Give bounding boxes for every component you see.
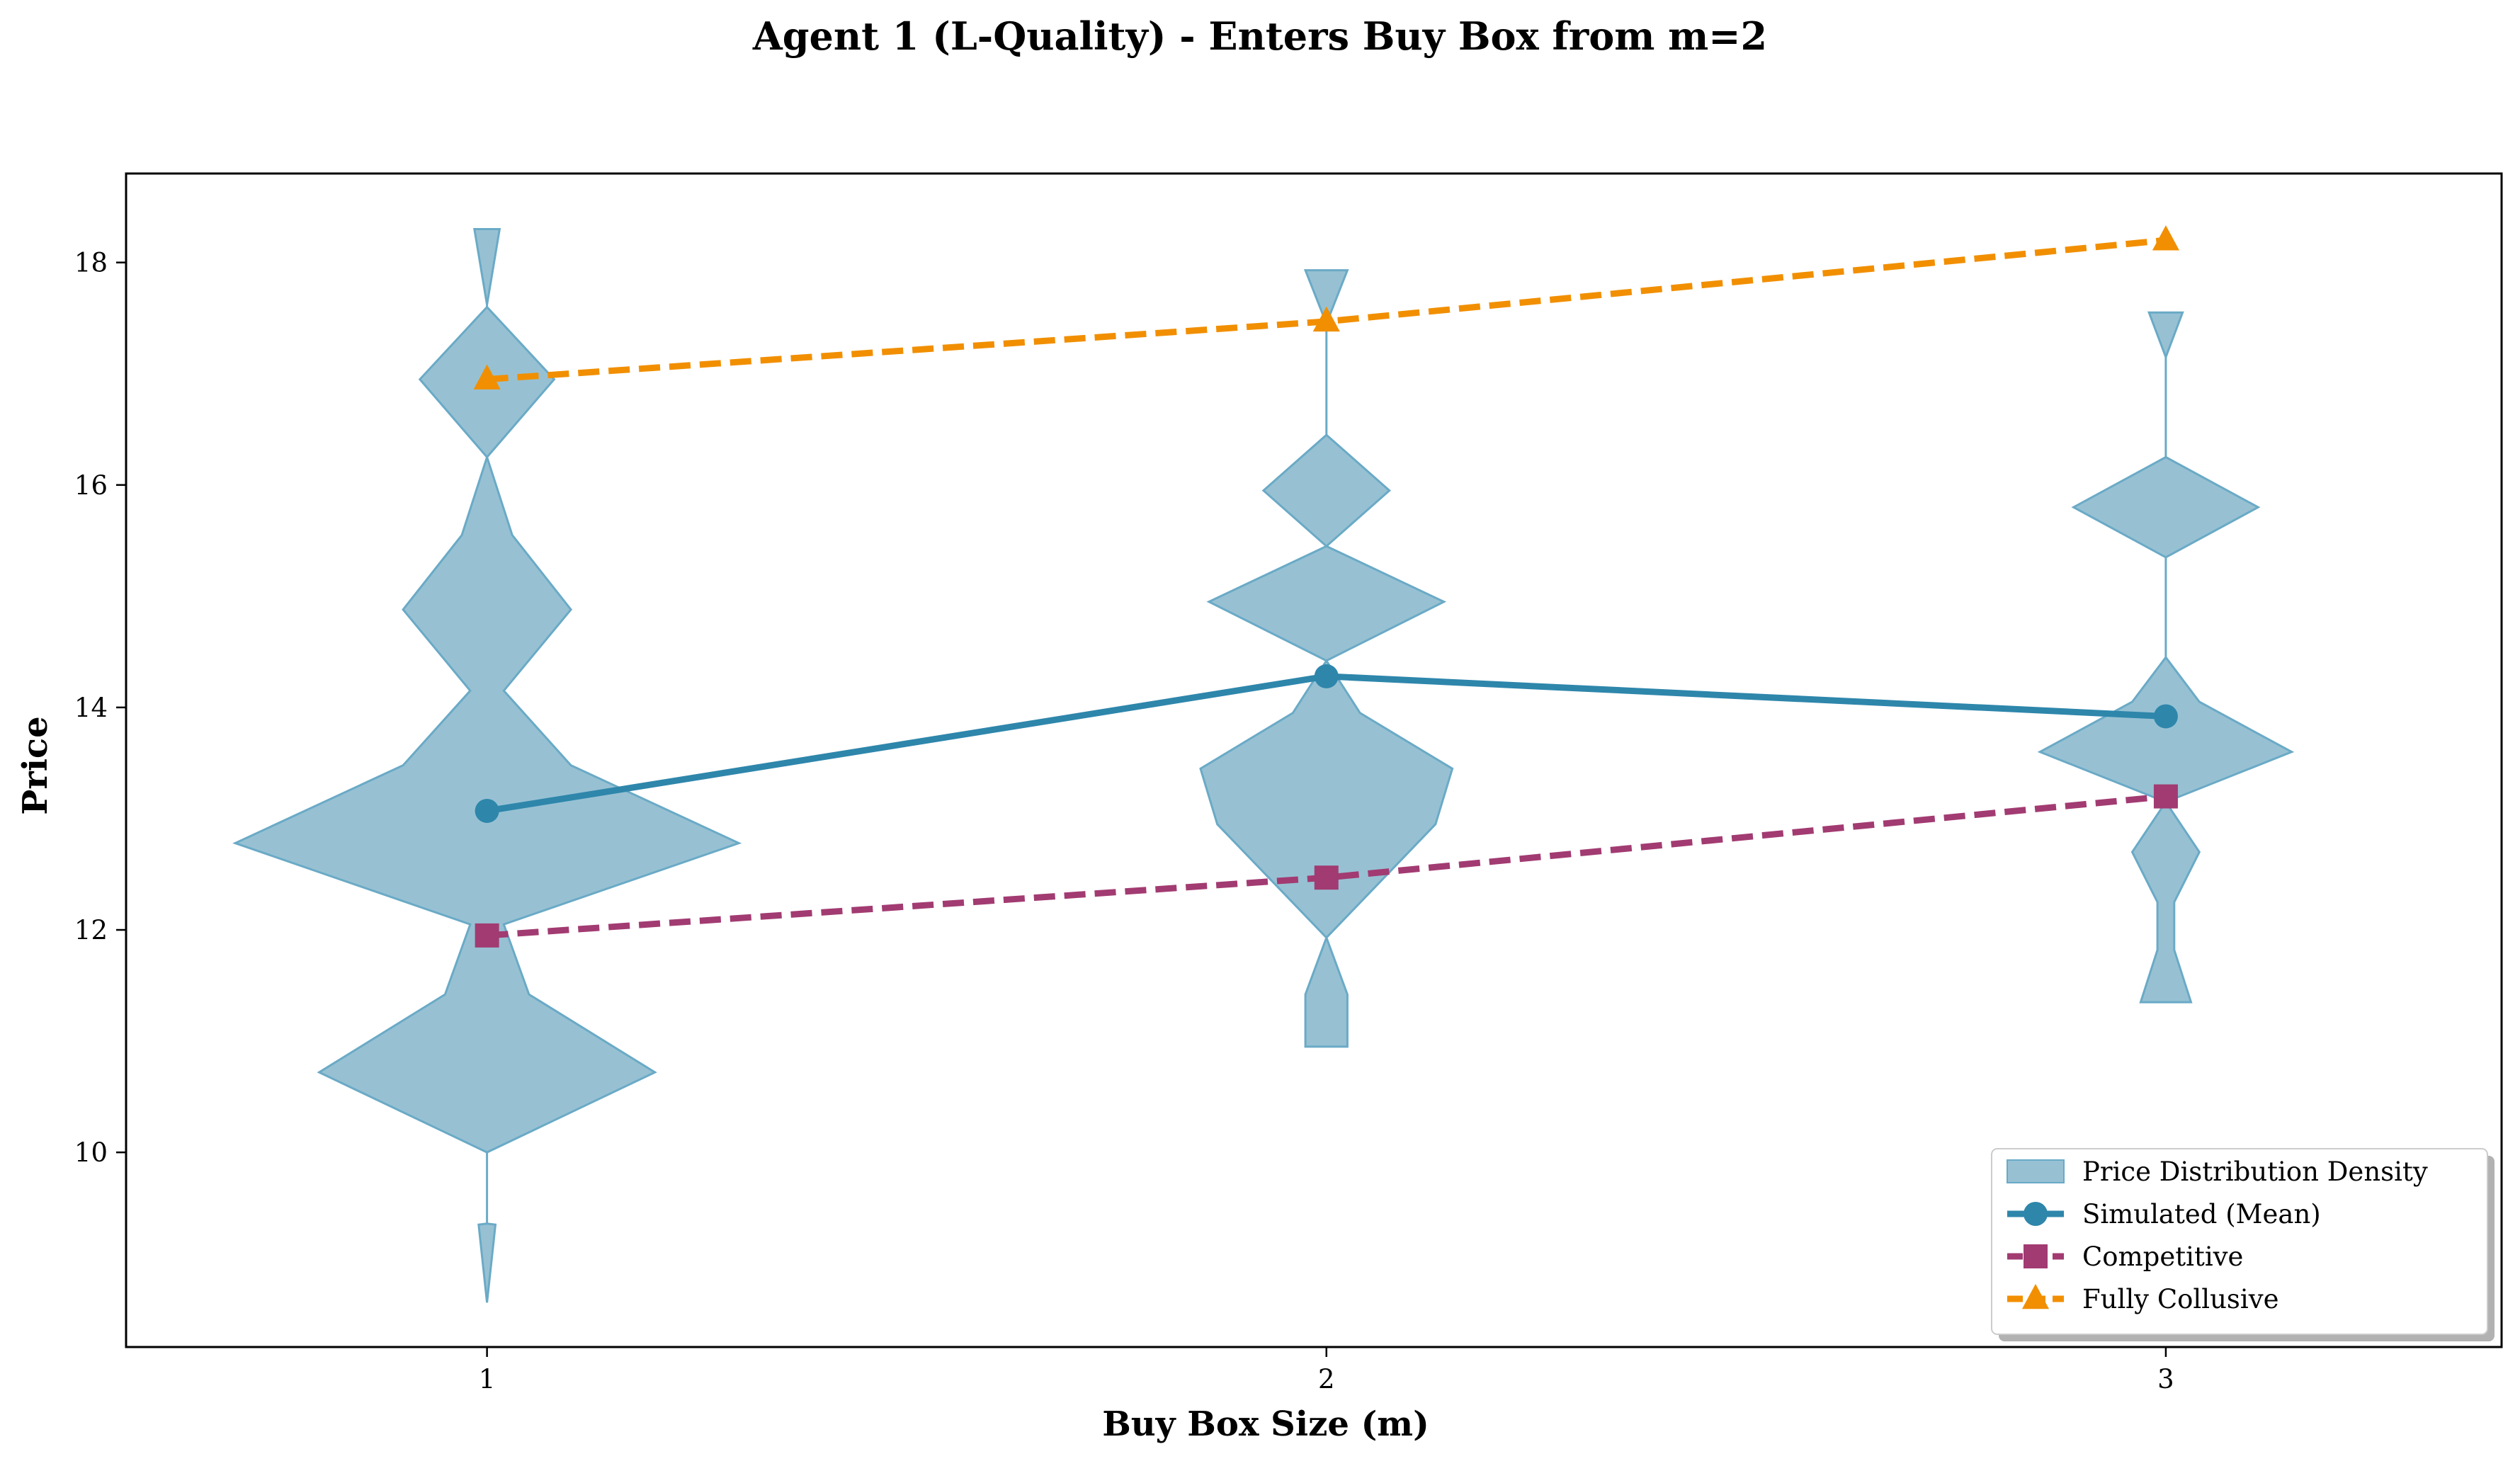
violin-m3 (2037, 311, 2295, 1004)
legend-marker (2024, 1202, 2048, 1226)
legend-label: Simulated (Mean) (2082, 1199, 2321, 1229)
legend-label: Fully Collusive (2082, 1284, 2279, 1314)
legend-box (1991, 1148, 2488, 1335)
series-point-competitive-1 (475, 923, 499, 948)
series-point-fully-collusive-1 (473, 364, 501, 390)
x-tick-label: 1 (479, 1364, 496, 1394)
legend-label: Price Distribution Density (2082, 1157, 2428, 1187)
series-point-simulated-mean-1 (475, 798, 499, 823)
legend-label: Competitive (2082, 1241, 2243, 1272)
y-tick-label: 10 (74, 1137, 108, 1168)
y-axis-label: Price (16, 716, 55, 814)
legend-marker (2021, 1283, 2050, 1309)
y-tick-label: 16 (74, 470, 108, 501)
series-fully-collusive (473, 225, 2179, 390)
series-point-fully-collusive-2 (1312, 306, 1340, 332)
series-point-simulated-mean-2 (1314, 664, 1339, 688)
series-competitive (475, 784, 2178, 948)
x-axis-label: Buy Box Size (m) (1102, 1404, 1429, 1444)
violin-m1 (232, 228, 742, 1303)
violin-m2 (1199, 269, 1454, 1048)
violins-layer (232, 228, 2295, 1303)
series-point-simulated-mean-3 (2153, 704, 2178, 729)
y-tick-label: 12 (74, 915, 108, 945)
chart-title: Agent 1 (L-Quality) - Enters Buy Box fro… (752, 13, 1767, 59)
legend: Price Distribution Density Simulated (Mea… (1991, 1148, 2495, 1341)
series-simulated-mean (475, 664, 2178, 823)
y-tick-label: 14 (74, 693, 108, 723)
series-point-fully-collusive-3 (2152, 225, 2179, 251)
y-tick-label: 18 (74, 248, 108, 278)
x-tick-label: 2 (1318, 1364, 1335, 1394)
series-point-competitive-2 (1314, 865, 1339, 890)
series-point-competitive-3 (2153, 784, 2178, 809)
x-tick-label: 3 (2157, 1364, 2174, 1394)
legend-item-price-distribution-density: Price Distribution Density (2007, 1157, 2428, 1187)
plot-frame (125, 172, 2503, 1348)
legend-item-fully-collusive: Fully Collusive (2007, 1283, 2279, 1314)
legend-swatch (2007, 1159, 2065, 1183)
legend-marker (2024, 1244, 2048, 1268)
lines-layer (473, 225, 2179, 948)
legend-item-simulated-mean: Simulated (Mean) (2007, 1199, 2321, 1229)
legend-item-competitive: Competitive (2007, 1241, 2243, 1272)
